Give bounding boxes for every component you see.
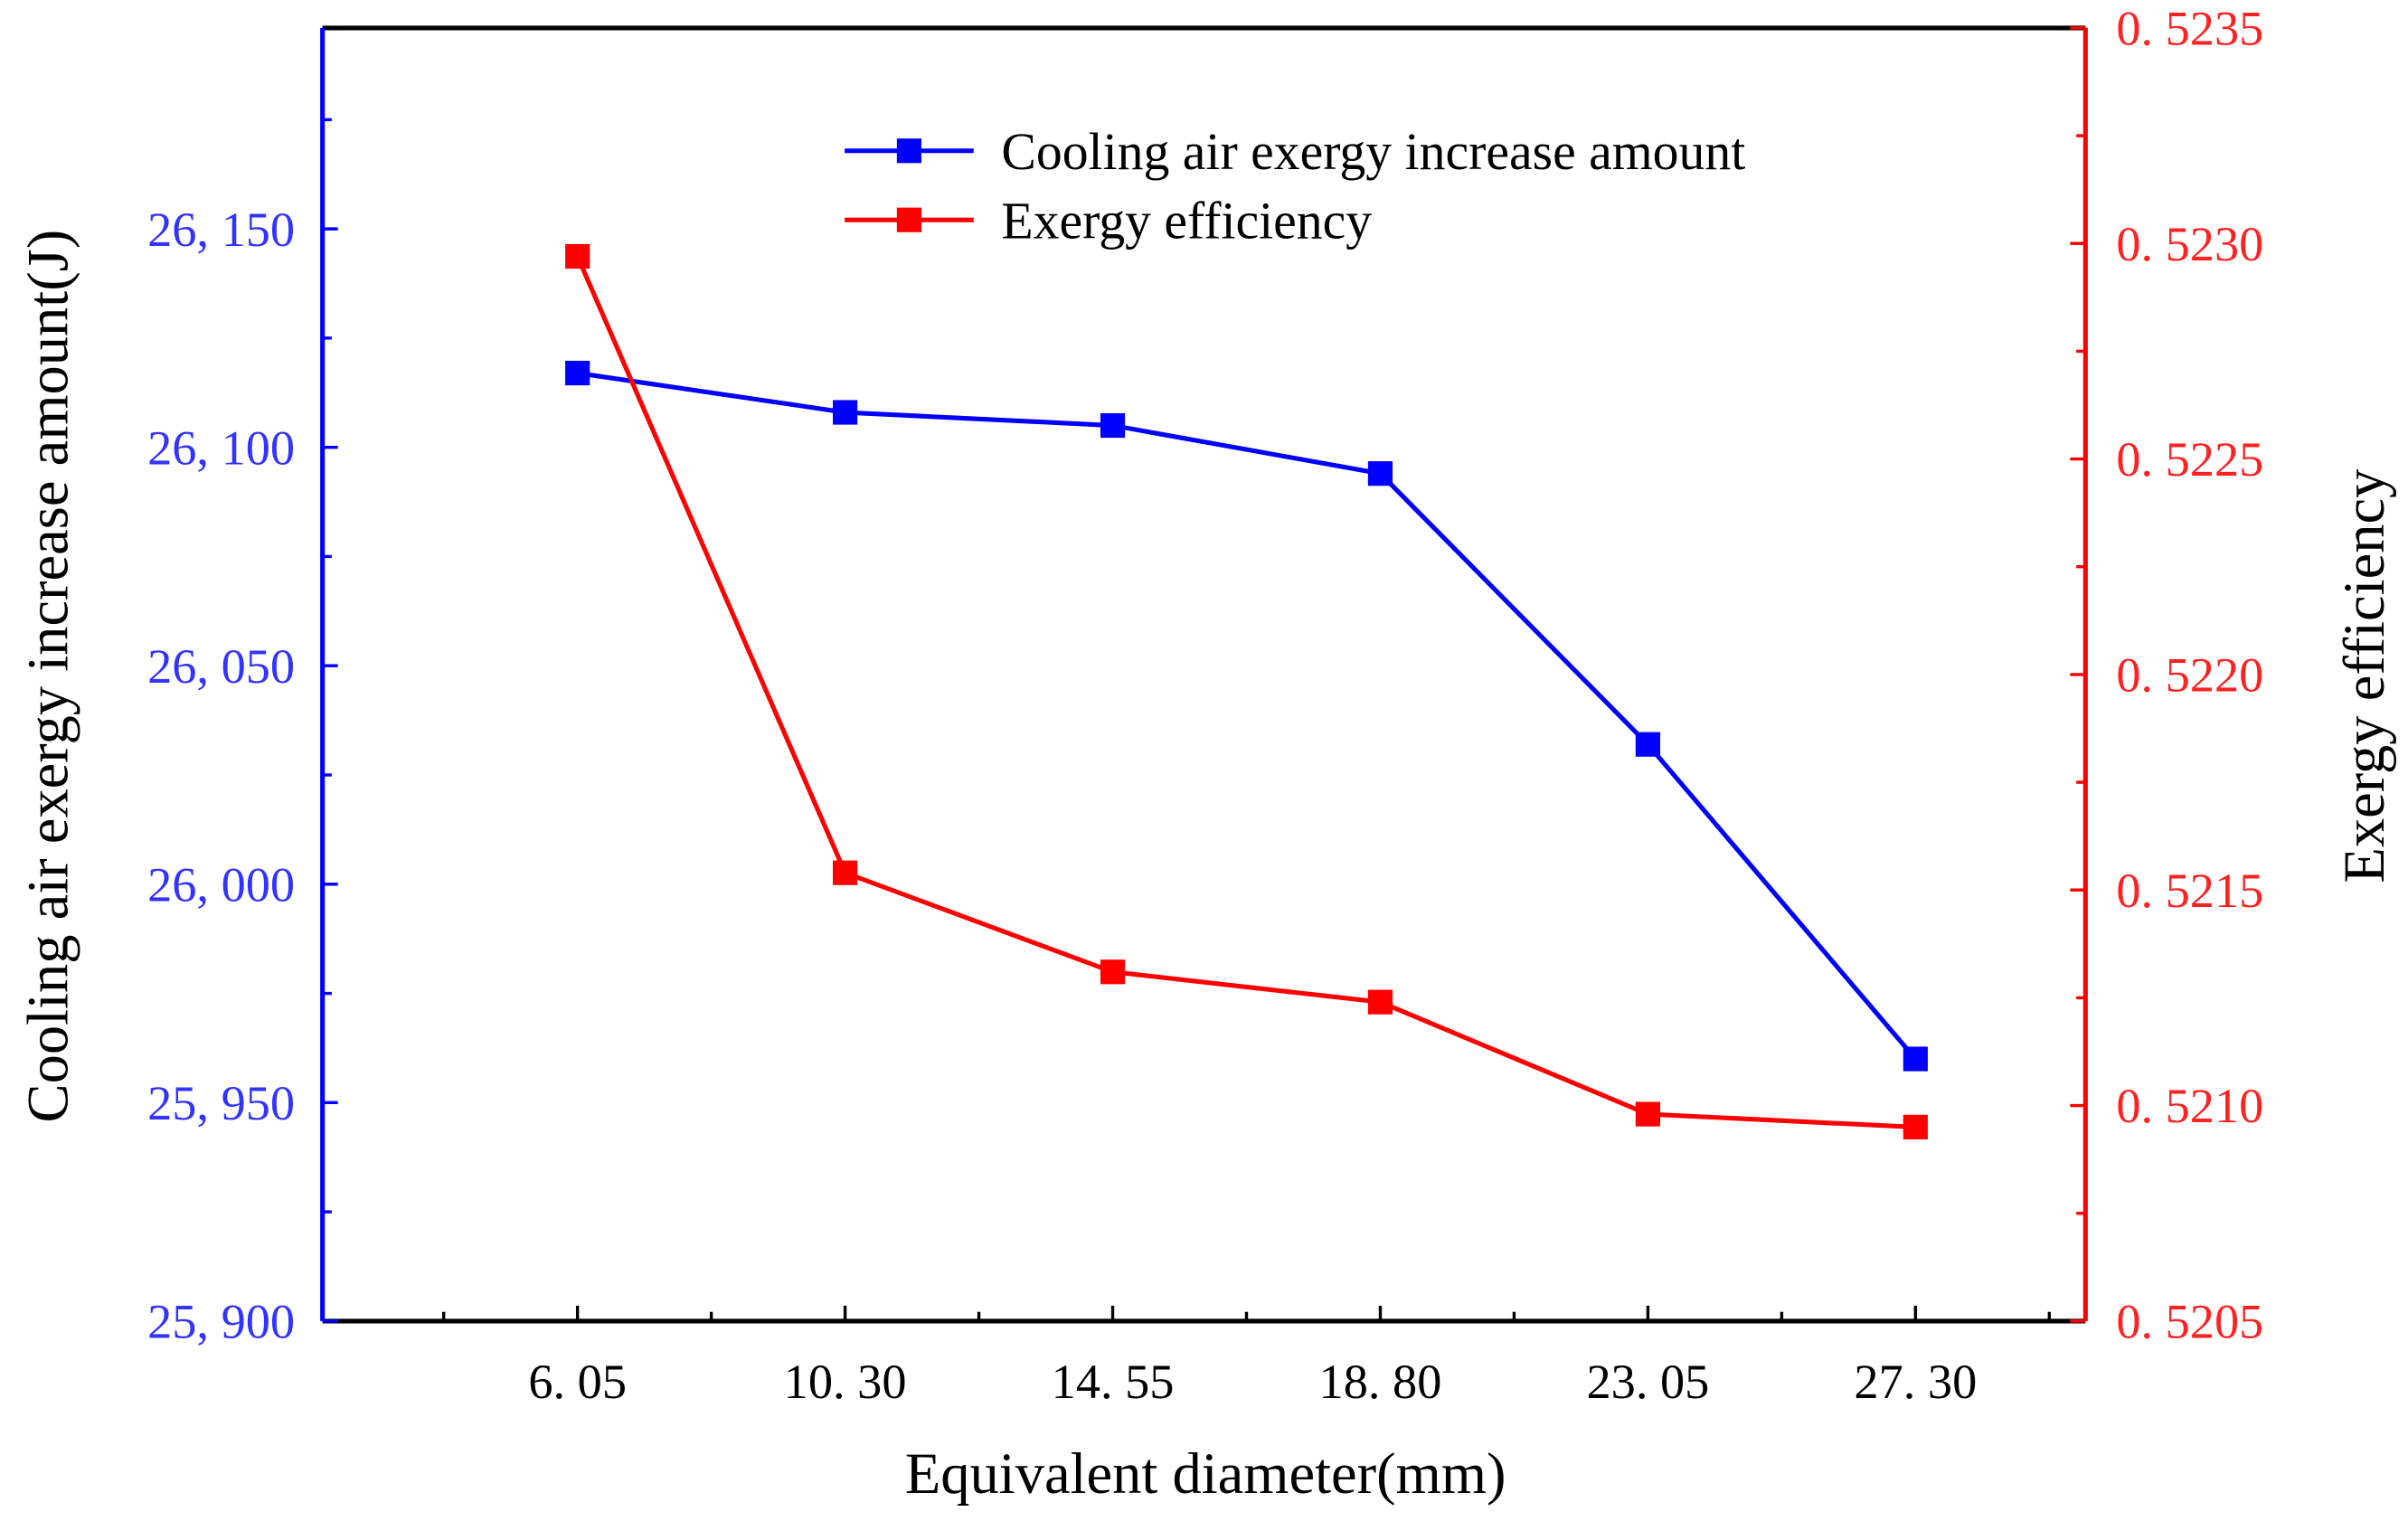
y-left-tick-label: 25, 900 xyxy=(147,1295,295,1349)
y-left-tick-label: 26, 150 xyxy=(147,203,295,257)
data-point-1 xyxy=(1903,1114,1928,1139)
data-point-0 xyxy=(1903,1046,1928,1072)
y-right-tick-label: 0. 5205 xyxy=(2116,1295,2263,1349)
y-left-tick-label: 26, 050 xyxy=(147,639,295,694)
data-point-1 xyxy=(1100,959,1126,985)
x-tick-label: 14. 55 xyxy=(1052,1355,1175,1409)
data-point-1 xyxy=(1635,1101,1660,1127)
data-point-0 xyxy=(1635,732,1660,757)
data-point-1 xyxy=(1367,989,1393,1015)
data-point-0 xyxy=(565,360,590,386)
x-tick-label: 27. 30 xyxy=(1854,1355,1977,1409)
y-left-tick-label: 26, 100 xyxy=(147,420,295,475)
y-left-tick-label: 26, 000 xyxy=(147,857,295,912)
data-point-0 xyxy=(1367,461,1393,487)
y-axis-left-label: Cooling air exergy increase amount(J) xyxy=(15,230,80,1123)
legend: Cooling air exergy increase amount Exerg… xyxy=(845,124,1745,250)
series-line-0 xyxy=(577,371,1918,1061)
y-right-tick-label: 0. 5210 xyxy=(2116,1079,2263,1133)
x-tick-label: 10. 30 xyxy=(784,1355,907,1409)
data-point-0 xyxy=(833,400,858,425)
y-right-tick-label: 0. 5215 xyxy=(2116,864,2263,918)
legend-label-1: Exergy efficiency xyxy=(1001,194,1372,250)
legend-marker-1 xyxy=(896,207,922,232)
x-tick-label: 6. 05 xyxy=(528,1355,627,1409)
data-point-1 xyxy=(565,243,590,269)
y-axis-right-label: Exergy efficiency xyxy=(2331,469,2396,883)
x-tick-label: 23. 05 xyxy=(1586,1355,1709,1409)
y-right-tick-label: 0. 5220 xyxy=(2116,648,2263,703)
data-point-1 xyxy=(833,860,858,885)
data-point-0 xyxy=(1100,412,1126,439)
legend-marker-0 xyxy=(896,138,922,164)
y-right-tick-label: 0. 5235 xyxy=(2116,2,2263,56)
x-axis-label: Equivalent diameter(mm) xyxy=(905,1441,1506,1506)
series-line-1 xyxy=(575,255,1916,1129)
axes: 6. 05 10. 30 14. 55 18. 80 23. 05 27. 30 25, 9… xyxy=(147,2,2263,1409)
plot-area xyxy=(565,243,1928,1139)
x-tick-label: 18. 80 xyxy=(1319,1355,1442,1409)
legend-label-0: Cooling air exergy increase amount xyxy=(1001,124,1745,181)
y-right-tick-label: 0. 5225 xyxy=(2116,432,2263,487)
y-left-tick-label: 25, 950 xyxy=(147,1076,295,1130)
y-right-tick-label: 0. 5230 xyxy=(2116,217,2263,271)
